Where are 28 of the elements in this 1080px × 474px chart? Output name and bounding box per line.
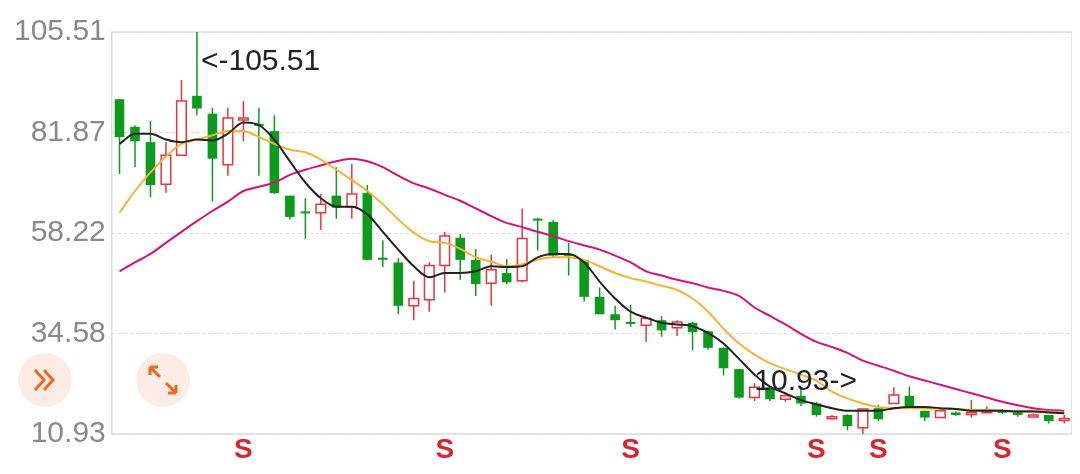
text: S	[869, 432, 888, 464]
annotation: <-105.51	[200, 43, 321, 77]
candlestick	[718, 346, 729, 377]
y-tick-label: 58.22	[30, 214, 106, 248]
candlestick	[594, 286, 605, 316]
y-tick-label: 105.51	[13, 13, 106, 47]
candlestick	[408, 279, 420, 321]
candlestick	[237, 100, 249, 143]
candlestick	[501, 258, 512, 285]
candlestick	[610, 305, 620, 331]
candlestick	[346, 163, 358, 220]
y-tick-label: 34.58	[30, 314, 106, 348]
text: S	[992, 432, 1012, 464]
candlestick	[377, 239, 388, 268]
candlestick	[455, 233, 466, 281]
candlestick	[857, 408, 869, 435]
y-tick-label: 10.93	[30, 415, 106, 449]
candlestick	[532, 217, 543, 252]
y-tick-label: 81.87	[30, 113, 106, 147]
candlestick	[485, 254, 497, 307]
candlestick	[625, 304, 636, 328]
candlestick	[192, 31, 202, 117]
candlestick	[315, 193, 327, 231]
text: S	[435, 432, 455, 464]
candlestick	[300, 197, 311, 240]
text: S	[621, 432, 640, 464]
text: S	[807, 432, 826, 464]
text: S	[234, 432, 253, 464]
